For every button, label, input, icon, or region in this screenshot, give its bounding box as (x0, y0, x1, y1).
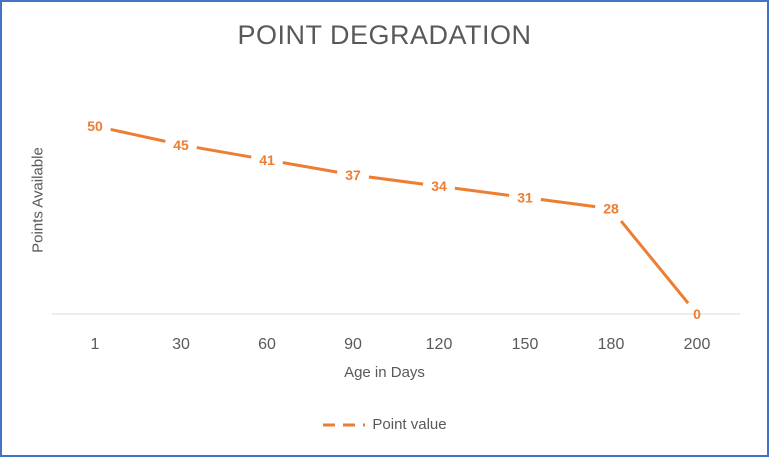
series-line-segment (196, 146, 252, 159)
x-tick-label: 180 (598, 336, 625, 353)
data-label: 31 (517, 189, 533, 205)
series-line-segment (110, 127, 166, 143)
series-line-segment (619, 220, 690, 305)
x-axis-label: Age in Days (344, 364, 425, 381)
x-tick-label: 1 (91, 336, 100, 353)
x-tick-label: 90 (344, 336, 362, 353)
legend-label: Point value (372, 416, 447, 433)
data-label: 45 (173, 137, 189, 153)
x-tick-label: 30 (172, 336, 190, 353)
series-line-segment (368, 175, 424, 186)
data-label: 28 (603, 201, 619, 217)
data-label: 37 (345, 167, 361, 183)
legend: Point value (2, 416, 767, 433)
series-line-segment (282, 161, 338, 174)
data-label: 34 (431, 178, 447, 194)
data-label: 0 (693, 306, 701, 322)
legend-swatch (323, 423, 366, 426)
data-label: 41 (259, 152, 275, 168)
x-tick-label: 60 (258, 336, 276, 353)
x-tick-label: 120 (426, 336, 453, 353)
data-label: 50 (87, 118, 103, 134)
x-tick-label: 150 (512, 336, 539, 353)
chart-title: POINT DEGRADATION (237, 20, 532, 50)
x-tick-label: 200 (684, 336, 711, 353)
series-line-segment (540, 198, 596, 209)
series-line-segment (454, 186, 510, 197)
